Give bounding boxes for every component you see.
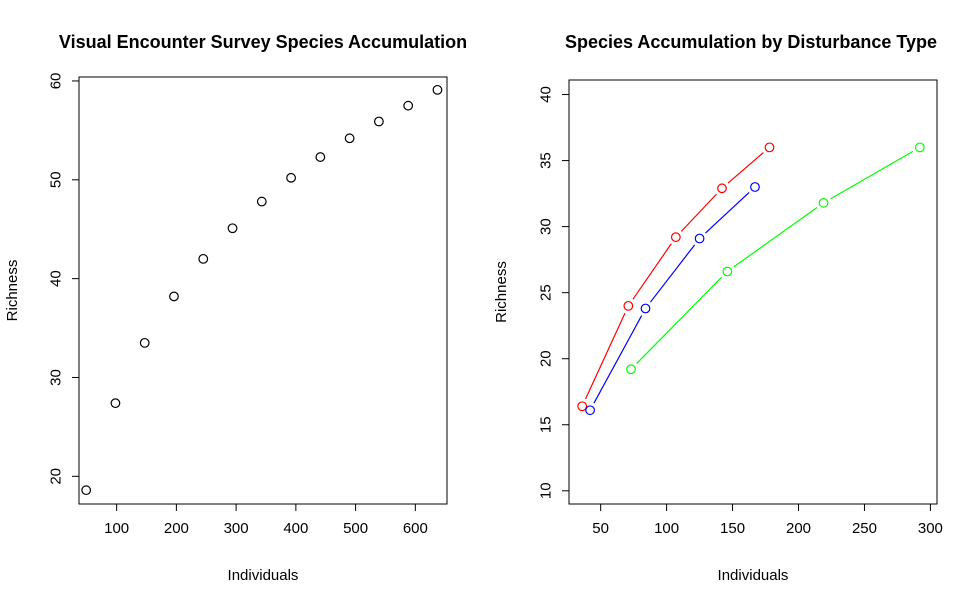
x-tick-label: 150: [720, 520, 745, 537]
x-tick-label: 300: [224, 520, 249, 537]
x-tick-label: 200: [164, 520, 189, 537]
x-tick-label: 250: [852, 520, 877, 537]
data-point: [198, 253, 209, 264]
series-line-segment: [593, 315, 643, 404]
x-axis-label: Individuals: [228, 567, 299, 584]
series-line-segment: [649, 244, 696, 303]
series-line-segment: [680, 193, 717, 232]
series-line-segment: [636, 276, 723, 364]
x-tick-label: 500: [343, 520, 368, 537]
data-point: [585, 405, 596, 416]
x-tick-label: 100: [104, 520, 129, 537]
plot-frame: [568, 79, 938, 505]
data-point: [256, 196, 267, 207]
series-line-segment: [705, 191, 750, 234]
data-point: [694, 233, 705, 244]
data-point: [722, 266, 733, 277]
data-point: [914, 142, 925, 153]
y-tick-label: 60: [48, 73, 65, 90]
y-tick-label: 35: [538, 152, 555, 169]
series-line-segment: [830, 150, 914, 200]
data-point: [315, 152, 326, 162]
y-axis-label: Richness: [493, 261, 510, 323]
chart-title: Visual Encounter Survey Species Accumula…: [59, 32, 467, 52]
y-tick-label: 30: [538, 218, 555, 235]
data-point: [717, 183, 727, 194]
data-point: [286, 172, 296, 183]
data-point: [110, 398, 121, 409]
data-point: [670, 232, 681, 243]
data-point: [818, 197, 829, 208]
data-point: [640, 303, 651, 314]
data-point: [169, 291, 179, 302]
series-line-segment: [584, 312, 626, 400]
data-point: [623, 300, 634, 311]
series-line-segment: [733, 206, 818, 268]
x-tick-label: 200: [786, 520, 811, 537]
x-tick-label: 50: [592, 520, 609, 537]
x-tick-label: 100: [654, 520, 679, 537]
series-line-segment: [727, 152, 764, 184]
data-point: [750, 182, 760, 192]
x-tick-label: 400: [283, 520, 308, 537]
x-tick-label: 300: [918, 520, 943, 537]
x-tick-label: 600: [403, 520, 428, 537]
y-tick-label: 10: [538, 482, 555, 499]
y-tick-label: 20: [538, 350, 555, 367]
data-point: [764, 142, 775, 153]
data-point: [227, 223, 238, 234]
y-tick-label: 40: [48, 270, 65, 287]
data-point: [373, 116, 384, 127]
y-tick-label: 30: [48, 369, 65, 386]
series-line-segment: [632, 243, 672, 300]
data-point: [403, 100, 414, 111]
chart-title: Species Accumulation by Disturbance Type: [565, 32, 937, 52]
data-point: [81, 485, 92, 496]
y-axis-label: Richness: [4, 260, 21, 322]
data-point: [139, 337, 150, 348]
data-point: [432, 84, 443, 95]
y-tick-label: 15: [538, 416, 555, 433]
species-accumulation-panel: Visual Encounter Survey Species Accumula…: [4, 32, 467, 584]
disturbance-type-panel: Species Accumulation by Disturbance Type…: [493, 32, 943, 584]
data-point: [626, 364, 636, 375]
y-tick-label: 50: [48, 171, 65, 188]
y-tick-label: 25: [538, 284, 555, 301]
plot-frame: [78, 76, 448, 505]
x-axis-label: Individuals: [718, 567, 789, 584]
data-point: [344, 133, 355, 144]
y-tick-label: 40: [538, 86, 555, 103]
data-point: [577, 401, 588, 412]
y-tick-label: 20: [48, 468, 65, 485]
